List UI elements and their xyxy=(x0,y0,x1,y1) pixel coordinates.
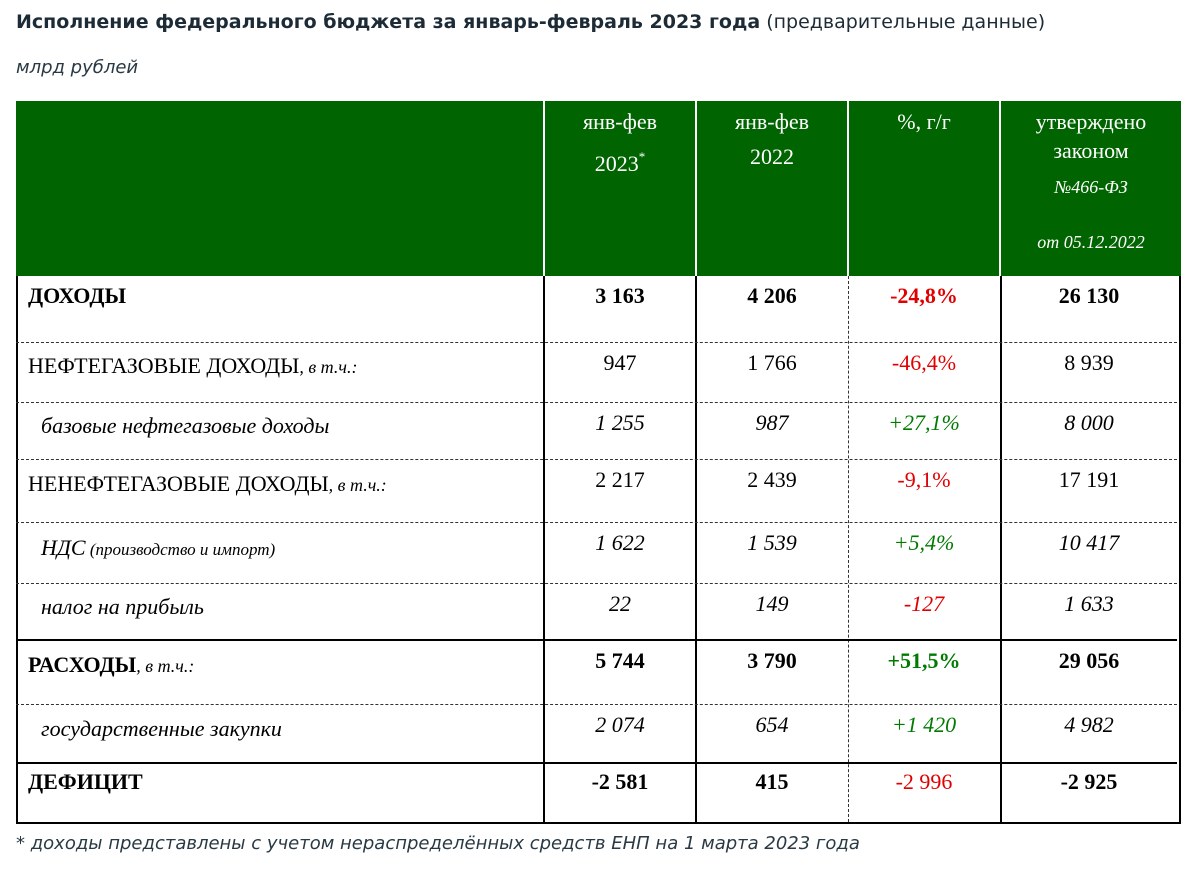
header-jan-feb-2023: янв-фев 2023* xyxy=(545,101,695,276)
value-2023: 1 622 xyxy=(595,530,645,555)
value-law: 29 056 xyxy=(1058,648,1120,673)
header-2023-year: 2023 xyxy=(594,151,639,176)
row-label: государственные закупки xyxy=(41,716,282,741)
column-divider xyxy=(848,276,849,822)
row-label-suffix: , в т.ч.: xyxy=(299,357,358,377)
value-law: 26 130 xyxy=(1058,283,1120,308)
header-2023-line1: янв-фев xyxy=(582,109,657,134)
value-2022: 2 439 xyxy=(747,467,797,492)
header-law-date: от 05.12.2022 xyxy=(1037,232,1145,252)
value-2023: -2 581 xyxy=(591,769,649,794)
value-yoy: +27,1% xyxy=(888,410,960,435)
value-yoy: -127 xyxy=(903,591,945,616)
value-yoy: -2 996 xyxy=(895,769,953,794)
table-body xyxy=(16,276,1181,824)
value-2023: 2 074 xyxy=(595,712,645,737)
row-label: ДОХОДЫ xyxy=(28,283,127,308)
value-law: -2 925 xyxy=(1060,769,1118,794)
value-yoy: +1 420 xyxy=(891,712,957,737)
value-2022: 987 xyxy=(755,410,789,435)
row-label: базовые нефтегазовые доходы xyxy=(41,413,330,438)
value-2022: 149 xyxy=(755,591,789,616)
column-divider xyxy=(543,276,545,822)
table-row-base-oil-gas: базовые нефтегазовые доходы 1 255 987 +2… xyxy=(16,402,1177,459)
table-row-expenditure: РАСХОДЫ, в т.ч.: 5 744 3 790 +51,5% 29 0… xyxy=(16,639,1177,704)
value-2022: 3 790 xyxy=(747,648,797,673)
value-yoy: -46,4% xyxy=(891,350,957,375)
row-label-text: НДС xyxy=(41,535,86,560)
row-label-suffix: , в т.ч.: xyxy=(328,475,387,495)
value-yoy: -24,8% xyxy=(890,283,958,308)
value-2023: 1 255 xyxy=(595,410,645,435)
column-divider xyxy=(1000,276,1002,822)
footnote-mark: * xyxy=(638,149,646,164)
header-2022-line1: янв-фев xyxy=(734,109,809,134)
header-law-line1: утверждено xyxy=(1035,109,1147,134)
row-label-suffix: , в т.ч.: xyxy=(136,656,195,676)
header-2023-line2: 2023* xyxy=(545,142,695,179)
header-law-number: №466-ФЗ xyxy=(1054,177,1128,197)
row-label-text: НЕНЕФТЕГАЗОВЫЕ ДОХОДЫ xyxy=(28,471,329,496)
row-label: НЕФТЕГАЗОВЫЕ ДОХОДЫ, в т.ч.: xyxy=(28,352,357,381)
budget-table: янв-фев 2023* янв-фев 2022 %, г/г утверж… xyxy=(16,101,1181,824)
row-label-text: РАСХОДЫ xyxy=(28,652,137,677)
title-main: Исполнение федерального бюджета за январ… xyxy=(16,11,761,33)
header-jan-feb-2022: янв-фев 2022 xyxy=(697,101,847,276)
header-yoy-percent: %, г/г xyxy=(849,101,999,276)
table-row-vat: НДС (производство и импорт) 1 622 1 539 … xyxy=(16,522,1177,583)
value-2022: 1 539 xyxy=(747,530,797,555)
title-note: (предварительные данные) xyxy=(760,11,1046,33)
header-cell-empty xyxy=(16,101,543,276)
value-law: 17 191 xyxy=(1058,467,1120,492)
value-2023: 3 163 xyxy=(595,283,645,308)
row-label-suffix: (производство и импорт) xyxy=(85,540,276,559)
value-2022: 1 766 xyxy=(747,350,797,375)
value-yoy: +51,5% xyxy=(887,648,961,673)
header-2022-line2: 2022 xyxy=(750,144,794,169)
value-yoy: -9,1% xyxy=(897,467,951,492)
value-2022: 4 206 xyxy=(747,283,797,308)
row-label: налог на прибыль xyxy=(41,594,204,619)
units-label: млрд рублей xyxy=(16,57,139,78)
value-yoy: +5,4% xyxy=(893,530,955,555)
row-label: РАСХОДЫ, в т.ч.: xyxy=(28,651,194,680)
value-2023: 22 xyxy=(609,591,631,616)
row-label-text: НЕФТЕГАЗОВЫЕ ДОХОДЫ xyxy=(28,353,300,378)
value-law: 8 939 xyxy=(1064,350,1114,375)
row-label: ДЕФИЦИТ xyxy=(28,769,143,794)
value-2023: 5 744 xyxy=(595,648,645,673)
row-label: НДС (производство и импорт) xyxy=(41,534,275,564)
value-law: 10 417 xyxy=(1058,530,1120,555)
value-2022: 415 xyxy=(755,769,789,794)
value-law: 4 982 xyxy=(1064,712,1114,737)
table-row-profit-tax: налог на прибыль 22 149 -127 1 633 xyxy=(16,583,1177,639)
header-yoy-label: %, г/г xyxy=(897,109,951,134)
table-row-revenue: ДОХОДЫ 3 163 4 206 -24,8% 26 130 xyxy=(16,276,1177,342)
table-row-procurement: государственные закупки 2 074 654 +1 420… xyxy=(16,704,1177,762)
value-2023: 947 xyxy=(603,350,637,375)
header-law-line2: законом xyxy=(1053,138,1129,163)
column-divider xyxy=(695,276,697,822)
page-title: Исполнение федерального бюджета за январ… xyxy=(16,8,1045,36)
table-row-non-oil-gas: НЕНЕФТЕГАЗОВЫЕ ДОХОДЫ, в т.ч.: 2 217 2 4… xyxy=(16,459,1177,522)
table-row-deficit: ДЕФИЦИТ -2 581 415 -2 996 -2 925 xyxy=(16,762,1177,822)
value-2023: 2 217 xyxy=(595,467,645,492)
row-label: НЕНЕФТЕГАЗОВЫЕ ДОХОДЫ, в т.ч.: xyxy=(28,470,387,499)
value-law: 1 633 xyxy=(1064,591,1114,616)
table-row-oil-gas: НЕФТЕГАЗОВЫЕ ДОХОДЫ, в т.ч.: 947 1 766 -… xyxy=(16,342,1177,402)
value-2022: 654 xyxy=(755,712,789,737)
header-approved-law: утверждено законом №466-ФЗ от 05.12.2022 xyxy=(1001,101,1181,276)
value-law: 8 000 xyxy=(1064,410,1114,435)
footnote: * доходы представлены с учетом нераспред… xyxy=(16,833,860,854)
